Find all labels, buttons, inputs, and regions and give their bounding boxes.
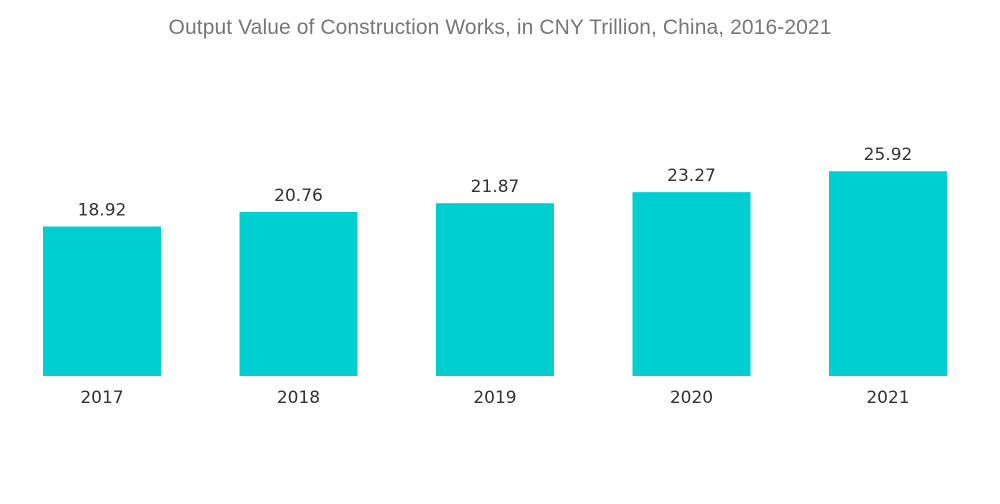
x-tick-label-2018: 2018	[277, 388, 320, 408]
bar-2019	[436, 203, 554, 376]
x-tick-label-2020: 2020	[670, 388, 713, 408]
data-label-2018: 20.76	[274, 186, 323, 206]
bar-2017	[43, 226, 161, 376]
bars-group	[43, 171, 947, 376]
data-label-2019: 21.87	[471, 177, 520, 197]
data-label-2020: 23.27	[667, 166, 716, 186]
data-label-2021: 25.92	[864, 145, 913, 165]
x-tick-label-2021: 2021	[866, 388, 909, 408]
chart-title: Output Value of Construction Works, in C…	[168, 16, 832, 39]
data-labels-group: 18.92 20.76 21.87 23.27 25.92	[78, 145, 913, 220]
x-tick-label-2019: 2019	[473, 388, 516, 408]
bar-2020	[632, 192, 751, 376]
bar-2018	[239, 211, 358, 376]
x-tick-labels-group: 2017 2018 2019 2020 2021	[80, 388, 909, 408]
x-tick-label-2017: 2017	[80, 388, 123, 408]
bar-2021	[829, 171, 947, 376]
data-label-2017: 18.92	[78, 201, 127, 221]
